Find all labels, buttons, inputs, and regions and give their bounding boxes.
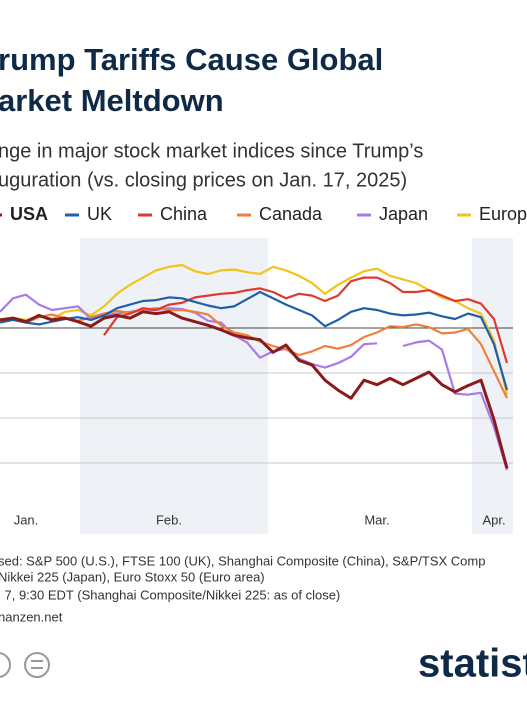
month-band	[80, 238, 268, 534]
x-tick-label: Jan.	[14, 512, 39, 527]
legend-label: UK	[87, 204, 112, 224]
source: Nikkei 225 (Japan), Euro Stoxx 50 (Euro …	[0, 569, 265, 584]
title: arket Meltdown	[0, 83, 224, 118]
legend: USA UK China Canada Japan Europ	[0, 204, 527, 224]
title: rump Tariffs Cause Global	[0, 42, 383, 77]
legend-label: Canada	[259, 204, 323, 224]
license-icon	[24, 652, 50, 678]
subtitle: nge in major stock market indices since …	[0, 140, 423, 162]
logo: statist	[418, 642, 527, 686]
series-line	[103, 276, 509, 364]
source: nanzen.net	[0, 609, 63, 624]
legend-label: China	[160, 204, 208, 224]
legend-label: USA	[10, 204, 48, 224]
x-tick-label: Apr.	[482, 512, 505, 527]
subtitle: uguration (vs. closing prices on Jan. 17…	[0, 169, 407, 191]
x-tick-label: Feb.	[156, 512, 182, 527]
series-line	[0, 310, 509, 469]
source: l 7, 9:30 EDT (Shanghai Composite/Nikkei…	[0, 587, 340, 602]
legend-label: Japan	[379, 204, 428, 224]
legend-label: Europ	[479, 204, 527, 224]
plot: Jan. Feb. Mar. Apr.	[0, 263, 513, 527]
x-tick-label: Mar.	[364, 512, 389, 527]
source: sed: S&P 500 (U.S.), FTSE 100 (UK), Shan…	[0, 553, 485, 568]
series-line	[0, 290, 509, 391]
license-icon	[0, 652, 11, 678]
